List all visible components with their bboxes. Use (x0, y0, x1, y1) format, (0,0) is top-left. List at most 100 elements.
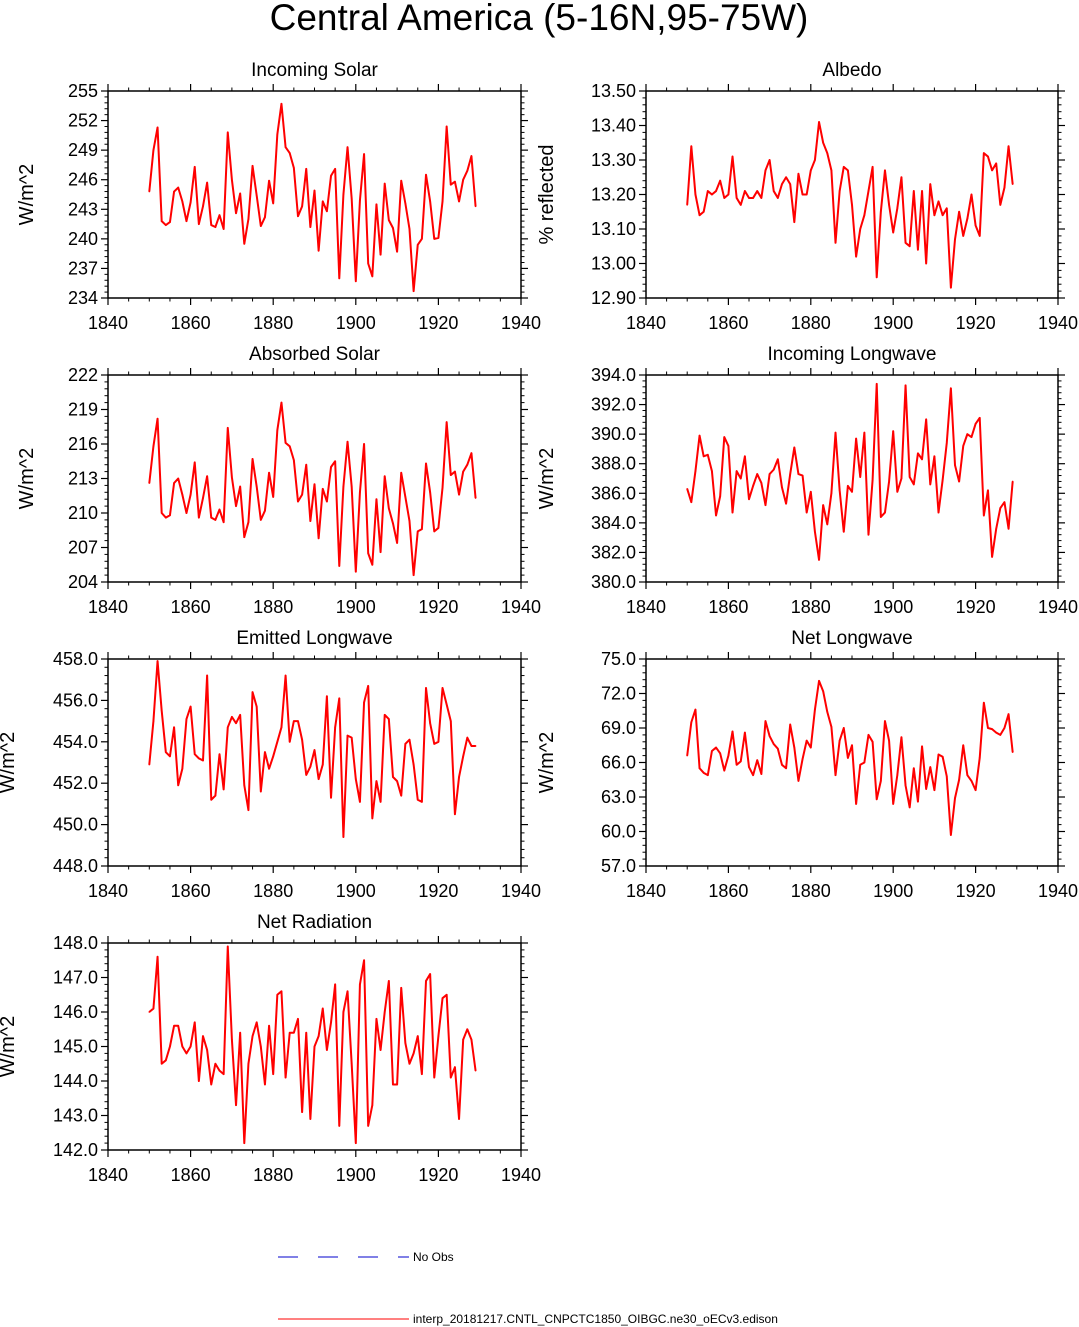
incoming-solar-point (210, 224, 213, 226)
incoming-longwave-point (995, 527, 997, 530)
incoming-longwave-point (847, 485, 849, 487)
incoming-longwave-point (1007, 527, 1010, 530)
net-longwave-point (950, 834, 952, 836)
incoming-longwave-point (904, 384, 907, 387)
incoming-solar-point (330, 174, 332, 177)
albedo-point (764, 169, 767, 172)
incoming-solar-point (239, 192, 241, 195)
incoming-solar-point (408, 228, 411, 230)
net-longwave-point (702, 772, 705, 774)
net-longwave-point (744, 731, 746, 734)
incoming-solar-point (202, 205, 204, 208)
absorbed-solar-point (334, 460, 336, 463)
incoming-longwave-point (999, 507, 1002, 509)
emitted-longwave-point (202, 759, 204, 762)
absorbed-solar-point (404, 496, 407, 498)
net-radiation-point (226, 945, 229, 948)
incoming-solar-point (222, 228, 225, 230)
incoming-solar-point (334, 168, 336, 170)
net-longwave-point (777, 747, 779, 750)
incoming-solar-point (412, 290, 415, 292)
net-longwave-point (917, 800, 919, 803)
absorbed-solar-ylabel: W/m^2 (16, 448, 38, 510)
albedo-point (744, 190, 746, 192)
net-radiation-point (326, 1049, 328, 1051)
albedo-point (954, 238, 956, 241)
incoming-solar-point (198, 223, 200, 225)
albedo-point (1003, 186, 1006, 189)
albedo-point (842, 166, 845, 168)
emitted-longwave-ytick-label: 450.0 (53, 815, 98, 835)
incoming-longwave-point (987, 489, 989, 492)
panel-incoming-solar: Incoming Solar 234 237 240 243 246 249 252 255 18… (16, 60, 541, 333)
net-radiation-point (218, 1069, 221, 1072)
absorbed-solar-point (330, 466, 332, 468)
incoming-longwave-point (954, 464, 956, 466)
net-radiation-point (185, 1052, 188, 1055)
albedo-point (781, 183, 783, 185)
incoming-longwave-point (752, 485, 754, 487)
incoming-longwave-point (855, 437, 857, 440)
net-radiation-point (462, 1038, 464, 1041)
incoming-solar-point (458, 200, 460, 203)
emitted-longwave-point (421, 801, 423, 803)
absorbed-solar-point (416, 530, 419, 533)
net-longwave-point (752, 774, 754, 776)
net-radiation-point (255, 1021, 258, 1024)
absorbed-solar-point (338, 565, 341, 567)
incoming-solar-point (363, 153, 365, 155)
incoming-longwave-xtick-label: 1900 (873, 597, 913, 617)
absorbed-solar-point (371, 563, 374, 566)
incoming-longwave-point (694, 470, 697, 472)
incoming-longwave-point (970, 436, 973, 438)
absorbed-solar-point (169, 514, 171, 517)
albedo-point (966, 217, 969, 220)
net-longwave-point (772, 743, 775, 745)
incoming-longwave-ytick-label: 394.0 (591, 365, 636, 385)
incoming-longwave-point (933, 455, 936, 458)
albedo-point (772, 190, 775, 192)
incoming-longwave-point (739, 477, 742, 480)
net-longwave-ytick-label: 60.0 (601, 822, 636, 842)
incoming-longwave-point (781, 486, 783, 489)
incoming-longwave-point (875, 383, 878, 385)
net-longwave-point (908, 806, 911, 809)
net-radiation-series-line (148, 945, 477, 1145)
net-longwave-point (1011, 751, 1014, 753)
absorbed-solar-point (458, 493, 460, 496)
net-longwave-point (937, 753, 940, 756)
net-radiation-point (321, 1007, 324, 1010)
incoming-longwave-point (908, 476, 911, 478)
incoming-longwave-point (983, 514, 985, 517)
net-radiation-point (400, 987, 403, 989)
emitted-longwave-point (189, 705, 192, 708)
incoming-longwave-point (698, 434, 701, 437)
albedo-point (723, 197, 726, 199)
emitted-longwave-point (449, 720, 452, 722)
net-longwave-point (719, 752, 721, 755)
incoming-solar-point (284, 146, 287, 148)
albedo-point (805, 193, 808, 196)
incoming-longwave-point (818, 559, 820, 561)
incoming-longwave-point (1003, 501, 1006, 503)
albedo-ytick-label: 12.90 (591, 288, 636, 308)
absorbed-solar-xtick-label: 1860 (171, 597, 211, 617)
net-longwave-point (748, 766, 750, 768)
net-radiation-point (288, 1031, 291, 1034)
incoming-solar-point (189, 201, 192, 204)
net-longwave-point (987, 727, 989, 729)
albedo-point (950, 286, 952, 289)
net-longwave-point (838, 739, 841, 742)
net-longwave-point (859, 764, 862, 766)
albedo-point (1011, 183, 1014, 185)
net-longwave-point (983, 701, 985, 704)
panel-albedo: Albedo 12.90 13.00 13.10 13.20 13.30 13.40 13.5… (536, 60, 1078, 333)
emitted-longwave-point (388, 718, 390, 720)
incoming-longwave-point (962, 445, 965, 447)
absorbed-solar-point (193, 461, 196, 464)
incoming-solar-xtick-label: 1920 (418, 313, 458, 333)
net-longwave-point (855, 803, 857, 805)
net-longwave-xtick-label: 1860 (708, 881, 748, 901)
incoming-solar-point (152, 149, 155, 151)
emitted-longwave-point (330, 796, 332, 799)
